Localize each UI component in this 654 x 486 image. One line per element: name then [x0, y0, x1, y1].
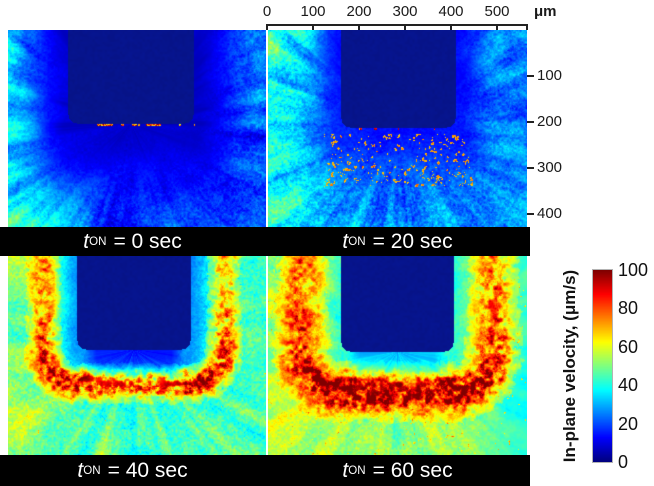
top-axis-tick — [450, 24, 452, 30]
top-axis-tick-label: 100 — [300, 3, 326, 20]
time-value: = 20 sec — [372, 229, 453, 253]
colorbar-tick-label: 60 — [618, 336, 639, 357]
colorbar-title: In-plane velocity, (μm/s) — [560, 269, 579, 463]
time-label-t40: t ON = 40 sec — [0, 455, 265, 486]
colorbar-tick-label: 20 — [618, 413, 639, 434]
colorbar-tick-label: 0 — [618, 452, 629, 472]
time-value: = 0 sec — [113, 229, 182, 253]
top-axis-tick — [358, 24, 360, 30]
right-axis-tick — [527, 121, 534, 123]
colorbar-tick-label: 100 — [618, 260, 649, 280]
right-axis-tick-label: 400 — [537, 205, 563, 222]
top-axis-tick-label: 0 — [262, 3, 272, 20]
top-axis-line — [267, 24, 528, 26]
t-subscript: ON — [89, 235, 107, 248]
t-symbol: t — [342, 458, 349, 482]
time-label-t20: t ON = 20 sec — [265, 227, 530, 256]
top-axis-tick-label: 200 — [346, 3, 372, 20]
t-symbol: t — [342, 229, 349, 253]
colorbar-tick-label: 40 — [618, 375, 639, 396]
right-axis-tick — [527, 213, 534, 215]
top-axis-tick-label: 300 — [392, 3, 418, 20]
heatmap-panel-t60 — [268, 256, 527, 455]
colorbar — [592, 269, 613, 463]
heatmap-panel-t20 — [268, 30, 527, 227]
time-value: = 60 sec — [372, 458, 453, 482]
t-symbol: t — [77, 458, 84, 482]
t-subscript: ON — [83, 464, 101, 477]
right-axis-tick-label: 100 — [537, 67, 563, 84]
t-symbol: t — [83, 229, 90, 253]
top-axis-tick — [526, 24, 528, 30]
colorbar-gradient — [593, 270, 612, 462]
time-value: = 40 sec — [107, 458, 188, 482]
t-subscript: ON — [348, 464, 366, 477]
top-axis-unit-label: μm — [534, 3, 557, 20]
right-axis-tick — [527, 167, 534, 169]
top-axis-tick — [496, 24, 498, 30]
right-axis-tick — [527, 75, 534, 77]
top-axis-tick — [266, 24, 268, 30]
colorbar-tick-label: 80 — [618, 298, 639, 319]
heatmap-panel-t40 — [8, 256, 266, 455]
top-axis-tick-label: 500 — [484, 3, 510, 20]
right-axis-tick-label: 200 — [537, 113, 563, 130]
t-subscript: ON — [348, 235, 366, 248]
right-axis-tick-label: 300 — [537, 159, 563, 176]
heatmap-panel-t0 — [8, 30, 266, 227]
top-axis-tick — [404, 24, 406, 30]
time-label-bar-bottom: t ON = 40 sec t ON = 60 sec — [0, 455, 530, 486]
time-label-t60: t ON = 60 sec — [265, 455, 530, 486]
time-label-t0: t ON = 0 sec — [0, 227, 265, 256]
top-axis-tick — [312, 24, 314, 30]
time-label-bar-top: t ON = 0 sec t ON = 20 sec — [0, 227, 530, 256]
top-axis-tick-label: 400 — [438, 3, 464, 20]
